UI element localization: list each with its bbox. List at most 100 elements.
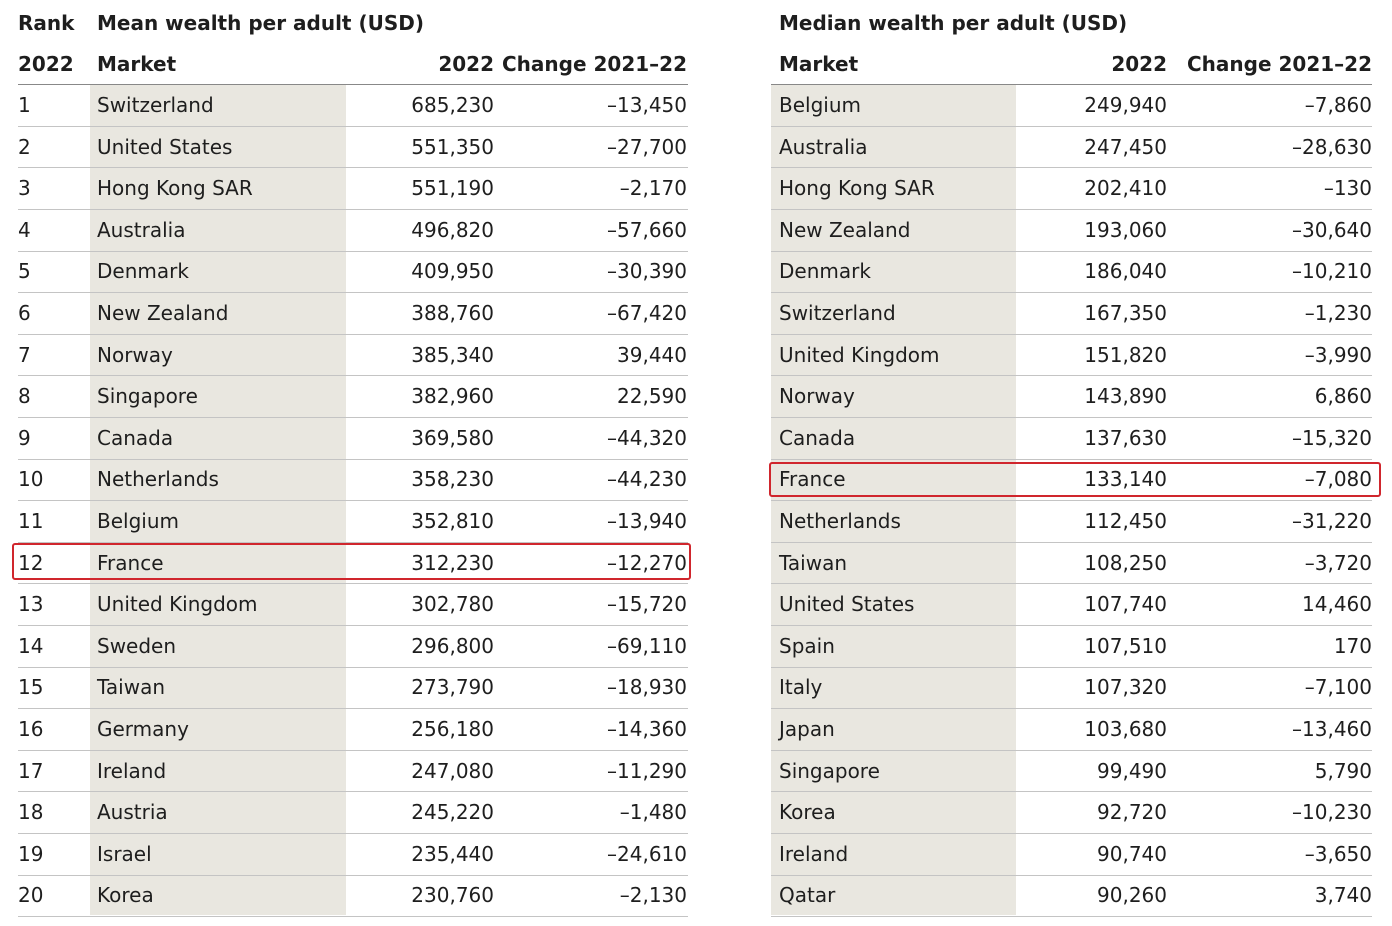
- table-cell: 358,230: [411, 467, 494, 492]
- table-cell: 186,040: [1084, 259, 1167, 284]
- table-cell: 112,450: [1084, 509, 1167, 533]
- table-cell: 8: [18, 384, 31, 409]
- table-cell: 685,230: [411, 93, 494, 117]
- table-cell: 551,190: [411, 176, 494, 201]
- table-cell: 92,720: [1097, 800, 1167, 825]
- table-cell: 273,790: [411, 675, 494, 700]
- table-cell: Belgium: [779, 93, 861, 117]
- table-cell: 369,580: [411, 425, 494, 450]
- table-cell: –31,220: [1292, 509, 1372, 533]
- table-cell: 7: [18, 342, 31, 367]
- table-cell: 12: [18, 550, 44, 575]
- table-cell: 5: [18, 259, 31, 284]
- row-rule: [18, 126, 688, 127]
- table-cell: 382,960: [411, 384, 494, 409]
- row-rule: [18, 167, 688, 168]
- table-cell: 19: [18, 841, 44, 866]
- table-cell: 167,350: [1084, 301, 1167, 325]
- table-cell: 133,140: [1084, 467, 1167, 492]
- row-rule: [18, 625, 688, 626]
- row-rule: [771, 292, 1372, 293]
- highlight-box: [769, 462, 1381, 497]
- table-cell: 103,680: [1084, 717, 1167, 741]
- table-cell: Denmark: [97, 259, 189, 284]
- row-rule: [18, 875, 688, 876]
- table-cell: 15: [18, 675, 44, 700]
- table-cell: 2: [18, 134, 31, 159]
- table-cell: –3,650: [1304, 841, 1372, 866]
- row-rule: [771, 417, 1372, 418]
- table-cell: Australia: [97, 217, 186, 242]
- row-rule: [771, 875, 1372, 876]
- rank-header: Rank: [18, 11, 75, 35]
- table-cell: 249,940: [1084, 93, 1167, 117]
- table-cell: –12,270: [607, 550, 687, 575]
- row-rule: [771, 708, 1372, 709]
- table-cell: Israel: [97, 841, 152, 866]
- table-cell: –13,450: [607, 93, 687, 117]
- table-cell: –27,700: [607, 134, 687, 159]
- table-cell: –24,610: [607, 841, 687, 866]
- table-cell: 17: [18, 758, 44, 783]
- table-cell: –7,860: [1304, 93, 1372, 117]
- row-rule: [771, 209, 1372, 210]
- table-cell: –2,170: [619, 176, 687, 201]
- table-cell: Belgium: [97, 509, 179, 533]
- row-rule: [18, 334, 688, 335]
- table-cell: 20: [18, 883, 44, 908]
- table-cell: Spain: [779, 633, 835, 658]
- table-cell: Japan: [779, 717, 835, 741]
- row-rule: [771, 459, 1372, 460]
- table-cell: 5,790: [1314, 758, 1372, 783]
- table-cell: 107,320: [1084, 675, 1167, 700]
- table-cell: Canada: [779, 425, 856, 450]
- table-cell: 6,860: [1314, 384, 1372, 409]
- table-cell: 151,820: [1084, 342, 1167, 367]
- table-cell: Ireland: [97, 758, 167, 783]
- table-cell: Australia: [779, 134, 868, 159]
- table-cell: 18: [18, 800, 44, 825]
- table-cell: –44,230: [607, 467, 687, 492]
- table-cell: United Kingdom: [779, 342, 940, 367]
- row-rule: [18, 500, 688, 501]
- table-cell: –130: [1323, 176, 1372, 201]
- table-cell: 202,410: [1084, 176, 1167, 201]
- table-cell: –44,320: [607, 425, 687, 450]
- row-rule: [18, 916, 688, 917]
- table-cell: Singapore: [97, 384, 198, 409]
- table-cell: 170: [1333, 633, 1372, 658]
- table-cell: Singapore: [779, 758, 880, 783]
- table-cell: Qatar: [779, 883, 836, 908]
- row-rule: [771, 251, 1372, 252]
- table-cell: 256,180: [411, 717, 494, 741]
- table-cell: Denmark: [779, 259, 871, 284]
- table-cell: 385,340: [411, 342, 494, 367]
- table-cell: 247,080: [411, 758, 494, 783]
- table-cell: 409,950: [411, 259, 494, 284]
- table-cell: –3,990: [1304, 342, 1372, 367]
- table-cell: –15,320: [1292, 425, 1372, 450]
- table-cell: 193,060: [1084, 217, 1167, 242]
- table-cell: 14,460: [1302, 592, 1372, 617]
- table-cell: New Zealand: [779, 217, 911, 242]
- row-rule: [771, 667, 1372, 668]
- table-cell: –69,110: [607, 633, 687, 658]
- table-cell: 9: [18, 425, 31, 450]
- row-rule: [771, 791, 1372, 792]
- table-cell: 16: [18, 717, 44, 741]
- row-rule: [18, 791, 688, 792]
- table-cell: Hong Kong SAR: [97, 176, 253, 201]
- table-cell: –11,290: [607, 758, 687, 783]
- header-rule: [18, 84, 688, 85]
- table-cell: 108,250: [1084, 550, 1167, 575]
- table-cell: –1,480: [619, 800, 687, 825]
- row-rule: [18, 708, 688, 709]
- table-cell: –18,930: [607, 675, 687, 700]
- table-cell: Hong Kong SAR: [779, 176, 935, 201]
- row-rule: [771, 833, 1372, 834]
- table-cell: 1: [18, 93, 31, 117]
- table-cell: –15,720: [607, 592, 687, 617]
- table-cell: 496,820: [411, 217, 494, 242]
- column-header: Change 2021–22: [1187, 52, 1372, 76]
- row-rule: [18, 417, 688, 418]
